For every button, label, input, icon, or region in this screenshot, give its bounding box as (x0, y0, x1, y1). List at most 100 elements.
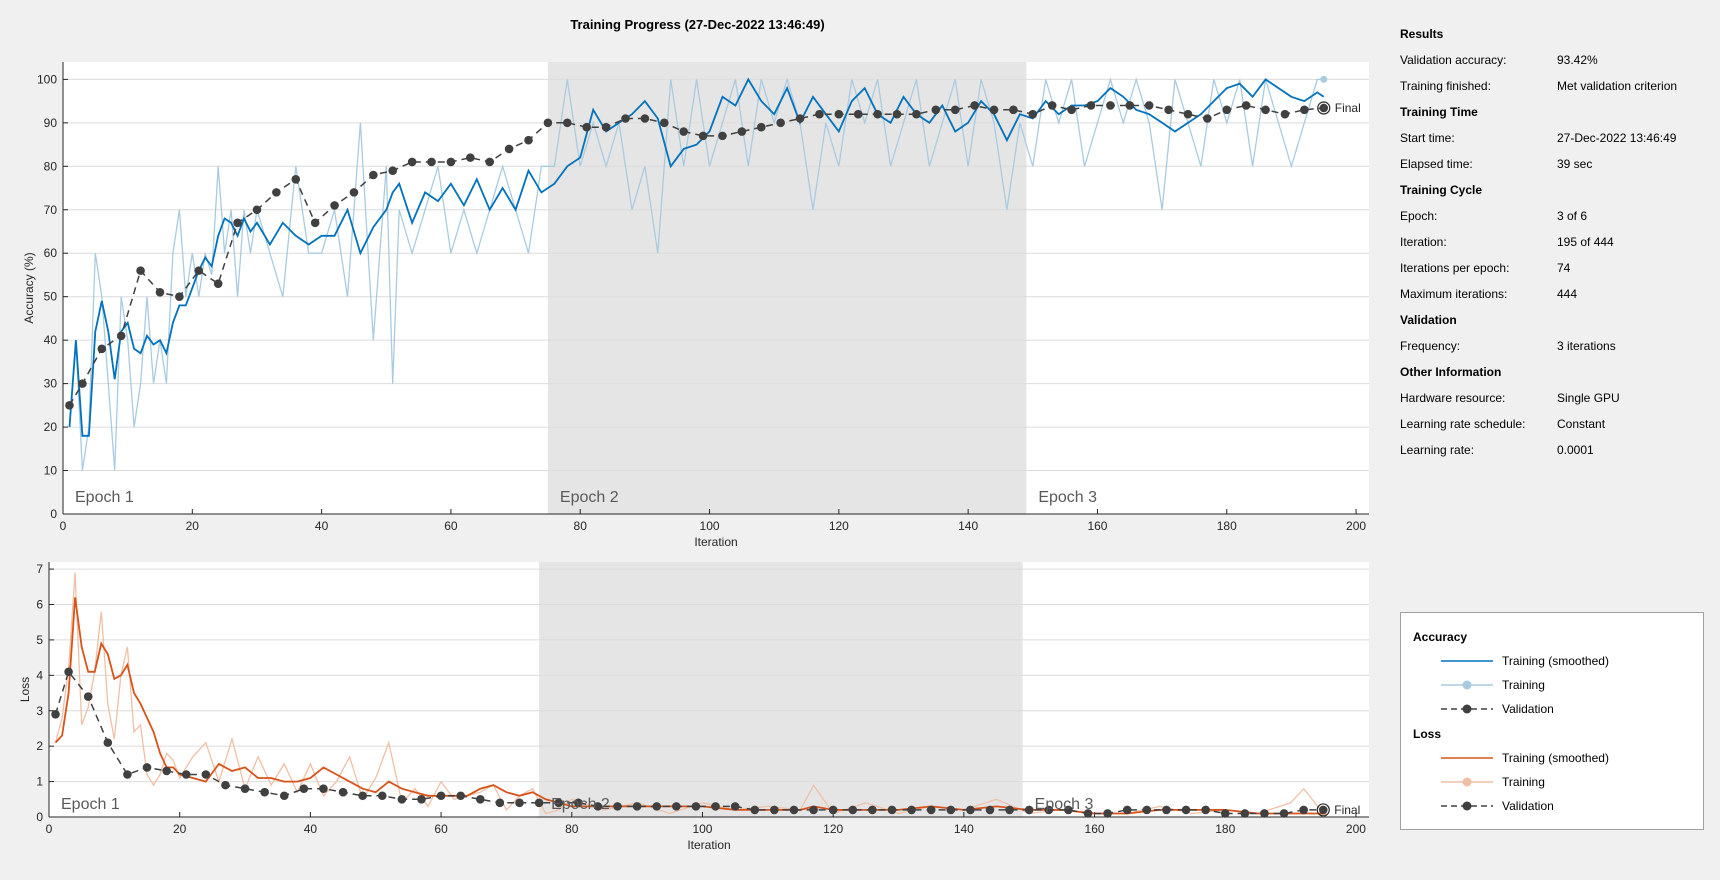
validation-point (1300, 105, 1309, 115)
validation-point (1164, 105, 1173, 115)
info-row: Training finished: Met validation criteri… (1400, 78, 1700, 104)
y-tick-label: 80 (44, 159, 58, 173)
validation-point (1028, 109, 1038, 119)
info-value: 0.0001 (1557, 443, 1594, 457)
y-tick-label: 2 (36, 739, 43, 753)
validation-point (299, 784, 309, 793)
validation-point (1067, 105, 1076, 115)
validation-point (1220, 809, 1230, 818)
info-row: Elapsed time: 39 sec (1400, 156, 1700, 182)
validation-point (613, 802, 622, 811)
accuracy-chart: 0 20 40 60 80 100 120 140 160 180 200 0 10 20 30 40 50 60… (22, 62, 1369, 549)
info-value: Single GPU (1557, 391, 1620, 405)
legend-loss-title: Loss (1413, 727, 1442, 741)
validation-point (181, 770, 191, 779)
validation-point (466, 153, 475, 162)
validation-point (853, 109, 863, 119)
y-tick-label: 20 (44, 420, 58, 434)
y-tick-label: 40 (44, 333, 58, 347)
validation-point (1280, 109, 1290, 119)
validation-point (194, 266, 204, 275)
smoothed-line (68, 77, 1325, 437)
validation-point (574, 798, 583, 808)
validation-point (737, 127, 747, 136)
info-row: Learning rate schedule: Constant (1400, 416, 1700, 442)
info-value: 195 of 444 (1557, 235, 1614, 249)
y-tick-label: 70 (44, 203, 58, 217)
y-tick-label: 7 (36, 562, 43, 576)
x-tick-label: 120 (823, 822, 843, 836)
validation-point (1125, 101, 1135, 110)
info-key: Start time: (1400, 131, 1455, 145)
x-axis-label: Iteration (687, 838, 730, 852)
epoch-shade (547, 62, 1027, 514)
y-tick-label: 0 (50, 507, 57, 521)
x-tick-label: 140 (954, 822, 974, 836)
validation-point (691, 802, 701, 811)
validation-point (291, 175, 301, 184)
validation-point (136, 266, 145, 275)
validation-point (65, 401, 74, 410)
info-key: Iteration: (1400, 235, 1447, 249)
info-key: Training finished: (1400, 79, 1491, 93)
epoch-label: Epoch 1 (61, 796, 120, 813)
validation-point (485, 157, 495, 167)
validation-point (907, 805, 916, 815)
validation-point (1086, 101, 1096, 110)
validation-point (730, 802, 740, 811)
validation-point (926, 805, 936, 815)
info-value: 3 iterations (1557, 339, 1616, 353)
info-row: Maximum iterations: 444 (1400, 286, 1700, 312)
info-row: Epoch: 3 of 6 (1400, 208, 1700, 234)
final-label: Final (1334, 803, 1360, 817)
validation-point (1319, 103, 1329, 113)
legend-loss-smoothed: Training (smoothed) (1441, 751, 1609, 765)
validation-point (718, 131, 727, 141)
validation-point (770, 805, 779, 815)
validation-point (534, 798, 544, 808)
validation-point (582, 122, 591, 132)
validation-point (970, 101, 979, 110)
validation-point (213, 279, 223, 288)
x-tick-label: 80 (574, 519, 588, 533)
validation-point (621, 114, 630, 123)
y-tick-label: 1 (36, 775, 43, 789)
validation-point (162, 766, 171, 776)
validation-point (221, 780, 230, 790)
validation-point (1103, 809, 1112, 818)
x-tick-label: 60 (434, 822, 448, 836)
training-line (68, 77, 1324, 471)
validation-point (279, 791, 289, 801)
validation-point (950, 105, 960, 115)
validation-point (201, 770, 211, 779)
validation-point (887, 805, 897, 815)
validation-point (966, 805, 975, 815)
validation-point (1241, 101, 1251, 110)
validation-point (1044, 805, 1054, 815)
validation-point (1142, 805, 1152, 815)
info-row: Iteration: 195 of 444 (1400, 234, 1700, 260)
validation-point (543, 118, 553, 128)
validation-point (358, 791, 367, 801)
validation-point (848, 805, 858, 815)
legend-acc-smoothed: Training (smoothed) (1441, 654, 1609, 668)
info-value: 444 (1557, 287, 1578, 301)
final-label: Final (1335, 101, 1361, 115)
validation-point (377, 791, 387, 801)
validation-point (632, 802, 642, 811)
info-key: Frequency: (1400, 339, 1461, 353)
x-tick-label: 180 (1217, 519, 1237, 533)
x-tick-label: 60 (444, 519, 458, 533)
info-value: 27-Dec-2022 13:46:49 (1557, 131, 1677, 145)
validation-point (1183, 109, 1193, 119)
x-tick-label: 200 (1346, 519, 1366, 533)
validation-point (795, 114, 805, 123)
x-tick-label: 20 (186, 519, 200, 533)
info-value: Constant (1557, 417, 1606, 431)
validation-point (1083, 809, 1093, 818)
legend: Accuracy Training (smoothed) Training Va… (1400, 612, 1704, 830)
final-marker (1317, 101, 1331, 115)
validation-point (272, 188, 281, 197)
info-section-heading: Training Time (1400, 105, 1478, 119)
validation-point (750, 805, 760, 815)
